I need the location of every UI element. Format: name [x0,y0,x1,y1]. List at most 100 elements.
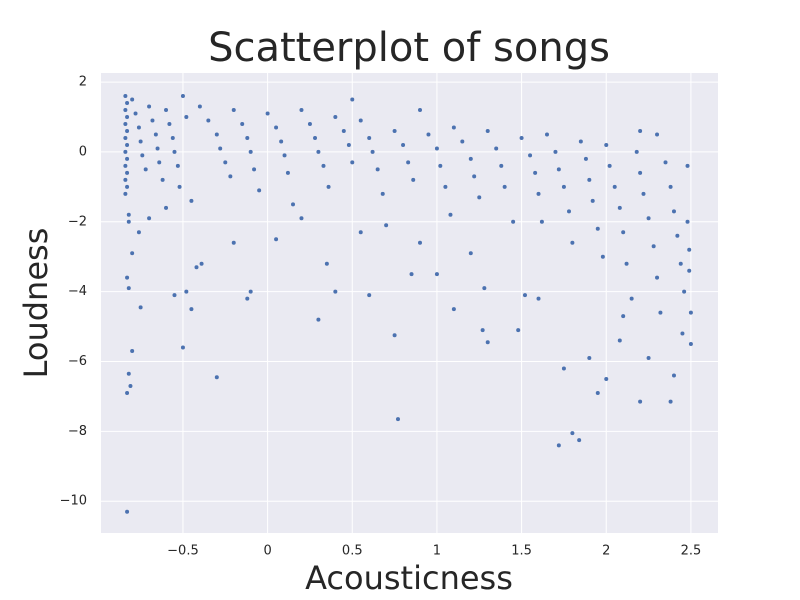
plot-area [101,73,718,533]
point [189,198,194,203]
point [553,149,558,154]
point [321,163,326,168]
point [130,251,135,256]
point [638,399,643,404]
point [138,139,143,144]
point [172,149,177,154]
point [687,247,692,252]
point [350,97,355,102]
point [482,286,487,291]
point [634,149,639,154]
point [153,132,158,137]
point [248,149,253,154]
point [668,399,673,404]
point [125,275,130,280]
point [536,191,541,196]
point [595,226,600,231]
point [658,310,663,315]
point [184,289,189,294]
point [172,293,177,298]
point [621,230,626,235]
point [556,443,561,448]
point [536,296,541,301]
point [685,219,690,224]
point [265,111,270,116]
x-tick-label: −0.5 [167,544,199,559]
point [583,156,588,161]
y-tick-label: −10 [60,494,87,509]
point [125,156,130,161]
point [147,104,152,109]
point [671,373,676,378]
point [214,375,219,380]
point [125,115,130,120]
point [316,149,321,154]
point [367,135,372,140]
point [126,371,131,376]
point [257,188,262,193]
point [313,135,318,140]
point [326,184,331,189]
x-tick-label: 1.5 [511,544,532,559]
point [392,128,397,133]
point [646,356,651,361]
point [125,170,130,175]
point [406,160,411,165]
point [604,142,609,147]
point [136,125,141,130]
y-tick-label: 0 [79,144,87,159]
point [533,170,538,175]
point [231,240,236,245]
y-tick-label: −4 [68,284,87,299]
point [245,135,250,140]
point [395,417,400,422]
point [448,212,453,217]
point [125,184,130,189]
point [590,198,595,203]
point [468,156,473,161]
chart-title: Scatterplot of songs [208,25,610,71]
point [587,177,592,182]
point [480,328,485,333]
point [570,240,575,245]
point [370,149,375,154]
point [556,167,561,172]
point [125,128,130,133]
point [617,338,622,343]
point [392,333,397,338]
point [688,342,693,347]
point [577,438,582,443]
points [123,94,693,514]
point [125,101,130,106]
point [502,184,507,189]
x-tick-label: 0 [263,544,271,559]
point [600,254,605,259]
point [629,296,634,301]
point [678,261,683,266]
point [358,230,363,235]
y-axis-label: Loudness [17,228,55,379]
point [417,108,422,113]
point [170,135,175,140]
point [561,184,566,189]
point [143,167,148,172]
point [274,125,279,130]
point [516,328,521,333]
point [350,160,355,165]
point [375,167,380,172]
point [477,195,482,200]
point [180,345,185,350]
point [426,132,431,137]
point [285,170,290,175]
point [595,390,600,395]
point [411,177,416,182]
point [485,128,490,133]
point [324,261,329,266]
point [451,307,456,312]
point [607,163,612,168]
point [164,205,169,210]
point [214,132,219,137]
point [123,121,128,126]
